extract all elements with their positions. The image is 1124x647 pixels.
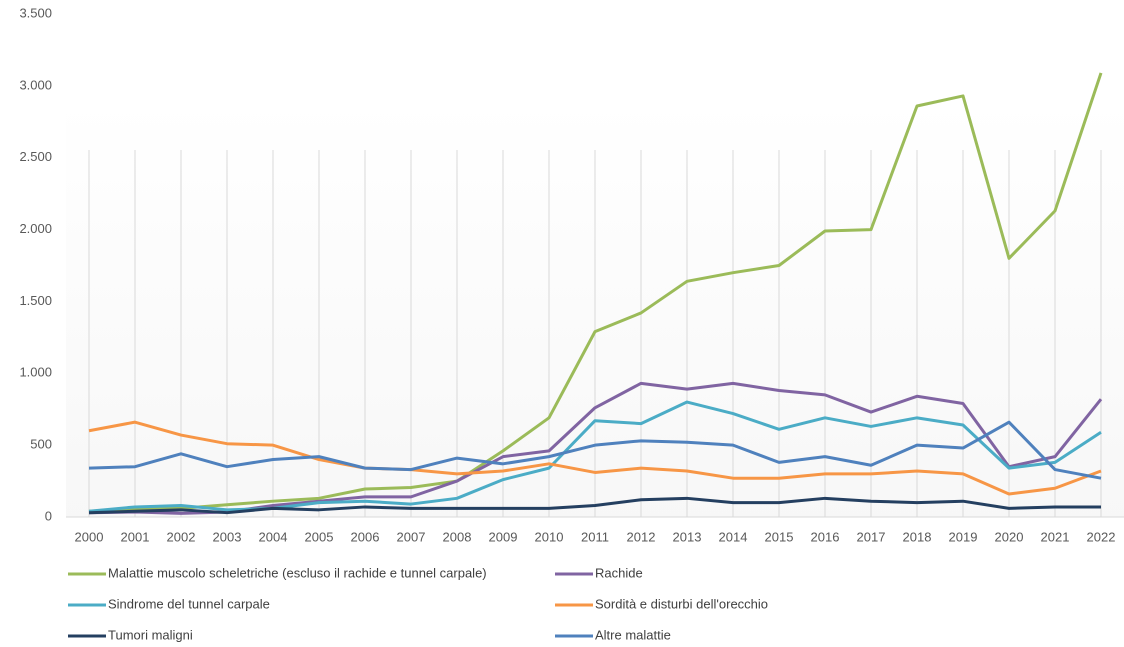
x-tick-label: 2004 — [259, 529, 288, 544]
x-tick-label: 2021 — [1041, 529, 1070, 544]
legend-label: Altre malattie — [595, 627, 671, 642]
x-tick-label: 2017 — [857, 529, 886, 544]
x-tick-label: 2015 — [765, 529, 794, 544]
x-tick-label: 2013 — [673, 529, 702, 544]
y-tick-label: 3.000 — [19, 77, 52, 92]
series-line — [88, 72, 1103, 513]
y-tick-label: 1.000 — [19, 365, 52, 380]
x-tick-label: 2000 — [75, 529, 104, 544]
x-tick-label: 2012 — [627, 529, 656, 544]
legend-label: Rachide — [595, 565, 643, 580]
x-tick-label: 2007 — [397, 529, 426, 544]
x-tick-label: 2016 — [811, 529, 840, 544]
x-tick-label: 2011 — [581, 529, 609, 544]
y-tick-label: 500 — [30, 437, 52, 452]
x-tick-label: 2005 — [305, 529, 334, 544]
legend-label: Tumori maligni — [108, 627, 193, 642]
x-tick-label: 2006 — [351, 529, 380, 544]
x-tick-label: 2014 — [719, 529, 748, 544]
y-tick-label: 1.500 — [19, 293, 52, 308]
series-line — [88, 420, 1102, 496]
x-tick-label: 2022 — [1087, 529, 1116, 544]
y-tick-label: 3.500 — [19, 5, 52, 20]
legend-label: Malattie muscolo scheletriche (escluso i… — [108, 565, 487, 580]
y-tick-label: 2.000 — [19, 221, 52, 236]
series-line — [88, 496, 1101, 515]
x-tick-label: 2002 — [167, 529, 196, 544]
y-tick-label: 0 — [45, 508, 52, 523]
x-tick-label: 2009 — [489, 529, 518, 544]
x-tick-label: 2019 — [949, 529, 978, 544]
x-tick-label: 2020 — [995, 529, 1024, 544]
x-tick-label: 2003 — [213, 529, 242, 544]
x-tick-label: 2001 — [121, 529, 150, 544]
y-tick-label: 2.500 — [19, 149, 52, 164]
legend-label: Sordità e disturbi dell'orecchio — [595, 596, 768, 611]
legend-label: Sindrome del tunnel carpale — [108, 596, 270, 611]
x-tick-label: 2010 — [535, 529, 564, 544]
x-tick-label: 2018 — [903, 529, 932, 544]
series-line — [88, 420, 1102, 480]
x-tick-label: 2008 — [443, 529, 472, 544]
